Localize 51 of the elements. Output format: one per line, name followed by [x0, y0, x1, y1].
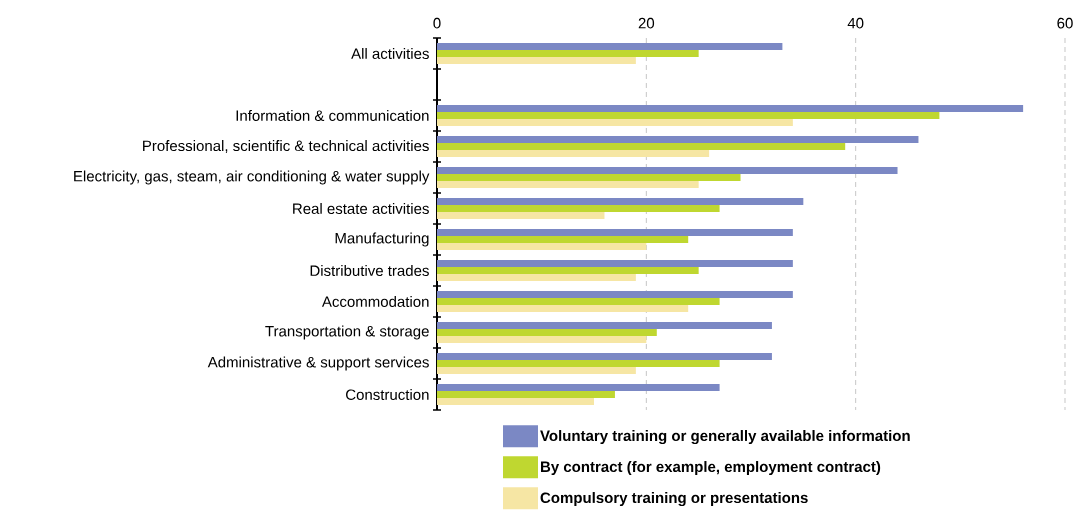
- bar: [437, 352, 772, 360]
- bar: [437, 290, 793, 298]
- bar: [437, 304, 689, 312]
- bar: [437, 321, 772, 329]
- bar: [437, 112, 940, 119]
- y-tick-label: Professional, scientific & technical activities: [143, 140, 429, 153]
- bar: [437, 174, 741, 181]
- y-tick-label: Manufacturing: [335, 232, 429, 247]
- bar: [437, 142, 846, 150]
- bar: [437, 397, 594, 405]
- x-tick-label: 60: [1057, 17, 1073, 29]
- bar: [437, 390, 615, 398]
- y-tick-label: Electricity, gas, steam, air conditioning & water supply: [74, 170, 430, 185]
- bar: [437, 150, 710, 157]
- bar: [437, 181, 699, 188]
- bar: [437, 105, 1024, 112]
- bar: [437, 198, 804, 205]
- bar: [437, 212, 605, 219]
- bar: [437, 228, 793, 236]
- x-tick-label: 40: [847, 17, 864, 29]
- legend-label: Voluntary training or generally available information: [540, 430, 910, 445]
- y-tick-label: All activities: [351, 47, 429, 59]
- y-tick-label: Construction: [346, 388, 429, 400]
- bar: [437, 50, 699, 57]
- bar: [437, 43, 783, 50]
- bar: [437, 383, 720, 391]
- bar: [437, 242, 647, 250]
- y-tick-label: Distributive trades: [310, 264, 429, 276]
- y-tick-label: Accommodation: [321, 295, 429, 307]
- bar: [437, 335, 647, 343]
- legend-label: Compulsory training or presentations: [540, 492, 808, 507]
- bar: [437, 359, 720, 367]
- x-tick-label: 20: [638, 17, 655, 29]
- bar: [437, 266, 699, 274]
- bar: [437, 119, 793, 126]
- bar: [437, 328, 657, 336]
- bar: [437, 260, 793, 267]
- y-tick-label: Transportation & storage: [265, 325, 429, 340]
- legend-label: By contract (for example, employment contract): [541, 461, 881, 475]
- bar: [437, 274, 636, 281]
- y-tick-label: Real estate activities: [293, 202, 429, 214]
- y-tick-label: Information & communication: [236, 109, 429, 121]
- x-tick-label: 0: [433, 17, 441, 29]
- bar: [437, 136, 919, 143]
- bar: [437, 57, 636, 64]
- bar: [437, 298, 720, 305]
- bar: [437, 366, 636, 374]
- bar: [437, 236, 689, 243]
- y-tick-label: Administrative & support services: [207, 356, 429, 371]
- bar: [437, 204, 720, 212]
- bar: [437, 167, 898, 174]
